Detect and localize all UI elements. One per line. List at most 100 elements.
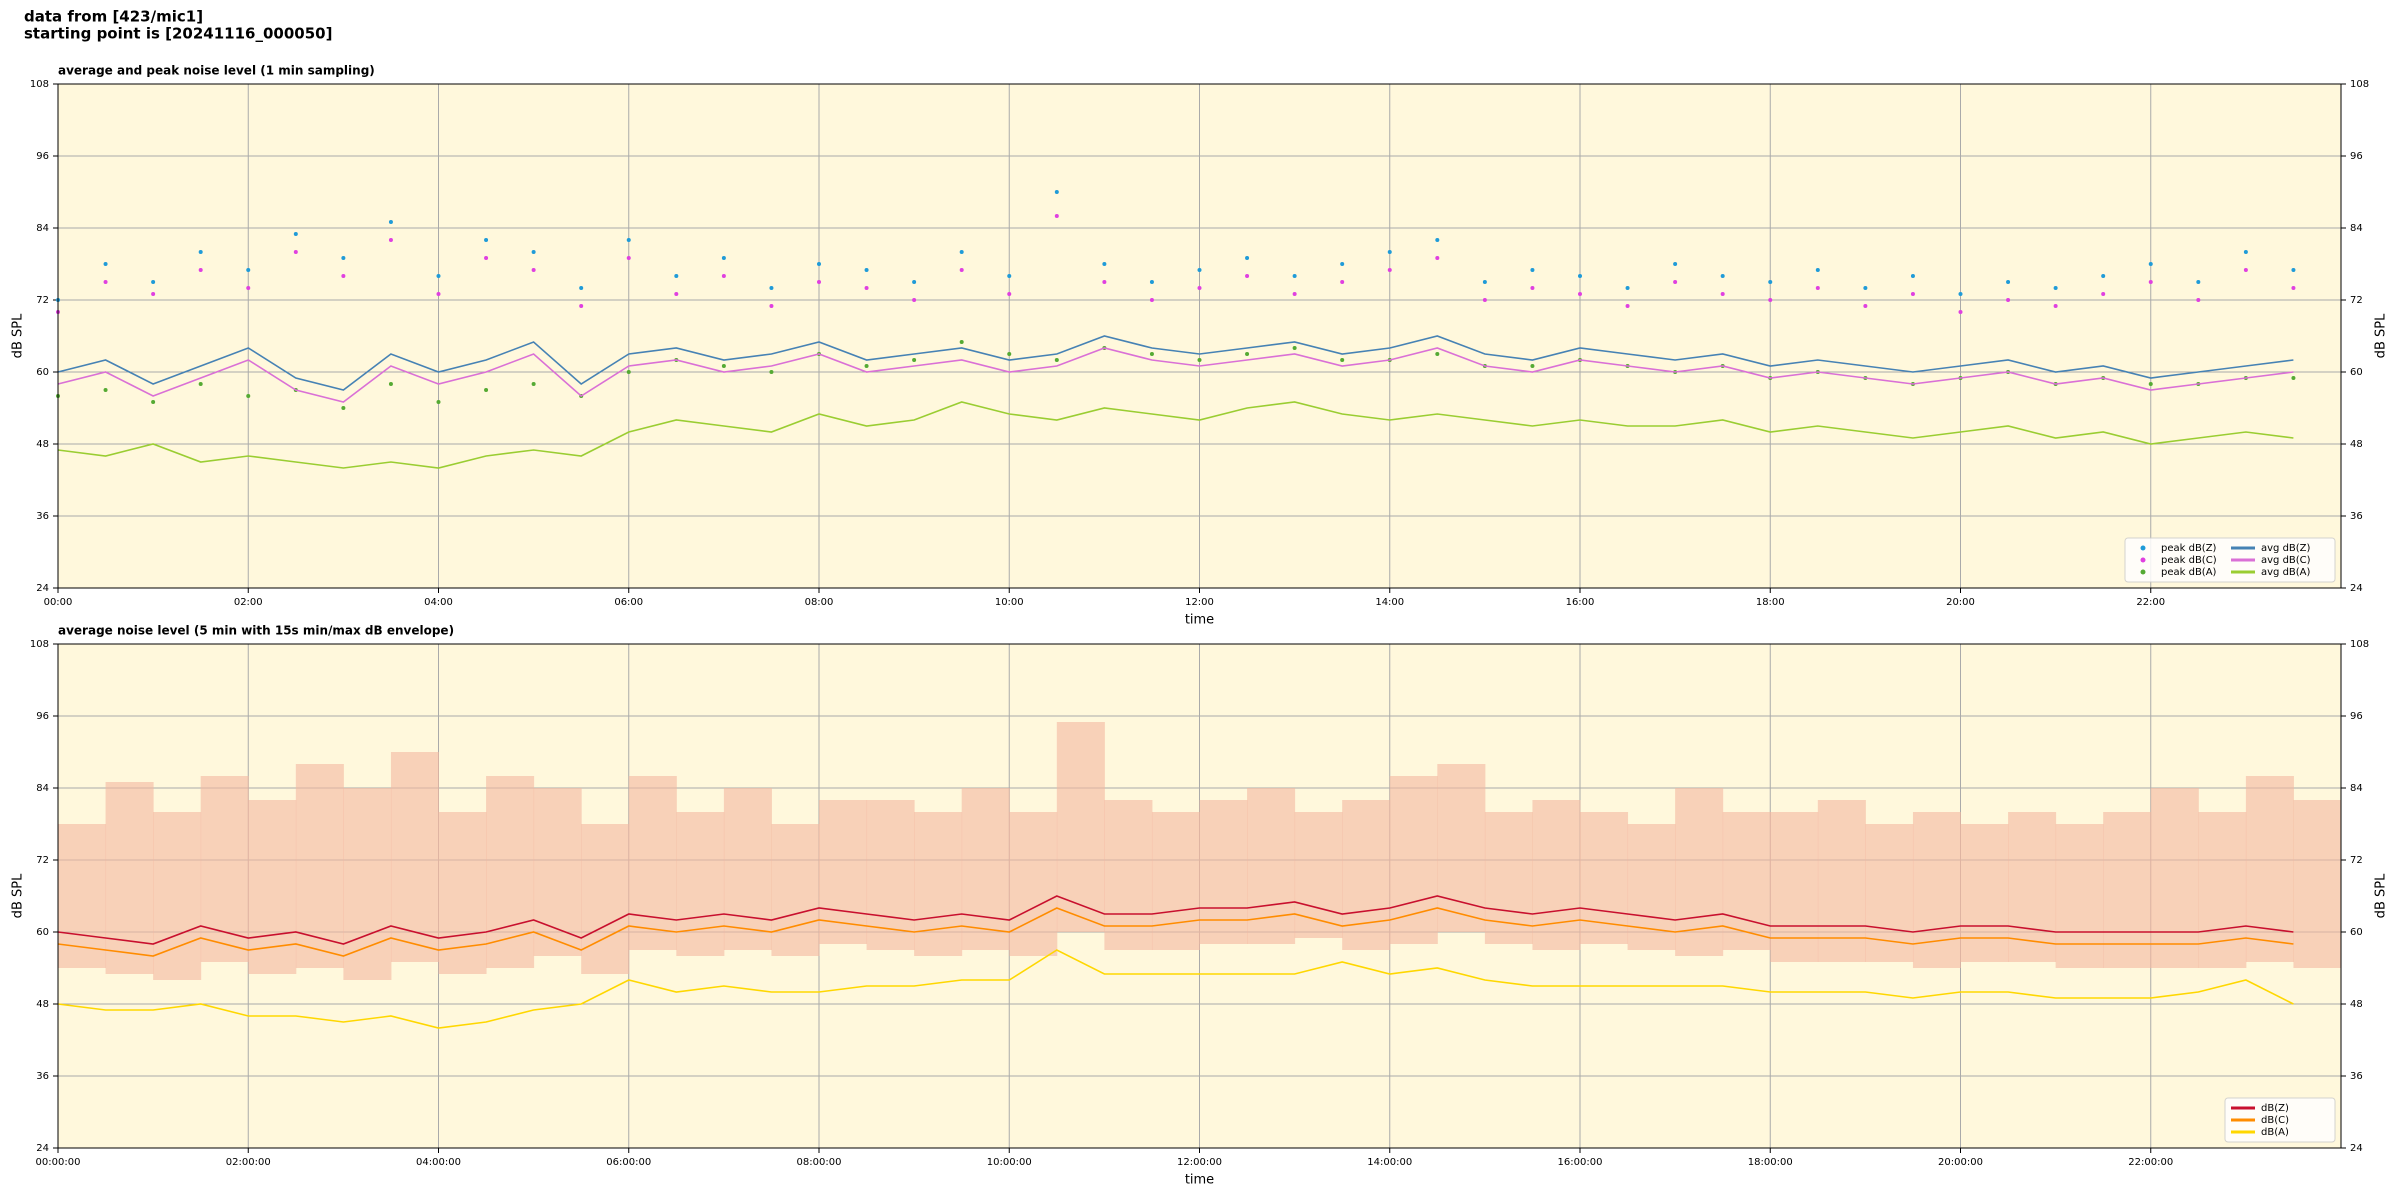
chart-title: average noise level (5 min with 15s min/… (58, 624, 454, 638)
peak-point (2053, 286, 2058, 290)
peak-point (103, 262, 108, 266)
peak-point (1007, 352, 1012, 356)
peak-point (1435, 238, 1440, 242)
x-tick-label: 14:00 (1375, 597, 1404, 608)
peak-point (436, 400, 441, 404)
x-axis-label: time (1185, 1173, 1214, 1188)
peak-point (1530, 286, 1535, 290)
peak-point (1673, 262, 1678, 266)
legend-label: avg dB(A) (2261, 567, 2311, 578)
legend-marker (2140, 557, 2146, 563)
x-tick-label: 20:00:00 (1938, 1157, 1983, 1168)
peak-point (2291, 268, 2296, 272)
peak-point (1768, 280, 1773, 284)
peak-point (2291, 376, 2296, 380)
y-tick-label: 72 (36, 295, 49, 306)
plot-frame (57, 643, 2342, 1149)
peak-point (1625, 304, 1630, 308)
envelope-band (1817, 800, 1866, 962)
legend-label: avg dB(C) (2261, 555, 2311, 566)
envelope-band (486, 776, 535, 968)
envelope-band (58, 824, 107, 968)
x-tick-label: 20:00 (1946, 597, 1975, 608)
y-tick-label: 24 (2350, 1143, 2363, 1154)
envelope-band (866, 800, 915, 950)
legend-label: avg dB(Z) (2261, 543, 2311, 554)
peak-point (1007, 292, 1012, 296)
envelope-band (533, 788, 582, 956)
peak-point (1578, 274, 1582, 278)
peak-point (246, 268, 251, 272)
y-tick-label: 108 (30, 79, 49, 90)
envelope-band (1580, 812, 1629, 944)
x-tick-label: 18:00 (1756, 597, 1785, 608)
peak-point (1435, 256, 1440, 260)
peak-point (1387, 250, 1392, 254)
peak-point (769, 370, 774, 374)
peak-point (436, 292, 441, 296)
series-line (57, 347, 2294, 403)
envelope-band (1389, 776, 1438, 944)
x-tick-label: 16:00:00 (1558, 1157, 1603, 1168)
peak-point (817, 280, 821, 284)
peak-point (388, 382, 393, 386)
peak-point (151, 292, 156, 296)
peak-point (1910, 274, 1915, 278)
envelope-band (1912, 812, 1961, 968)
peak-point (959, 340, 964, 344)
legend-marker (2140, 545, 2146, 551)
envelope-band (2293, 800, 2342, 968)
envelope-band (1437, 764, 1486, 932)
envelope-band (1342, 800, 1391, 950)
peak-point (1815, 286, 1820, 290)
peak-point (341, 256, 346, 260)
peak-point (1958, 310, 1963, 314)
y-tick-label: 48 (36, 999, 49, 1010)
legend-label: dB(A) (2261, 1127, 2289, 1138)
peak-point (1720, 292, 1725, 296)
x-tick-label: 04:00 (424, 597, 453, 608)
legend-label: dB(Z) (2261, 1103, 2289, 1114)
peak-point (1149, 298, 1154, 302)
peak-point (2101, 274, 2106, 278)
envelope-band (2103, 812, 2152, 968)
x-tick-label: 10:00:00 (987, 1157, 1032, 1168)
legend-label: peak dB(A) (2161, 567, 2217, 578)
y-tick-label: 72 (2350, 855, 2363, 866)
envelope-band (2008, 812, 2057, 962)
peak-point (293, 250, 298, 254)
peak-point (1673, 280, 1678, 284)
peak-point (721, 256, 726, 260)
x-tick-label: 02:00 (234, 597, 263, 608)
peak-point (1149, 280, 1154, 284)
peak-point (484, 388, 489, 392)
peak-point (1007, 274, 1012, 278)
x-tick-label: 14:00:00 (1367, 1157, 1412, 1168)
envelope-band (1960, 824, 2009, 962)
peak-point (341, 406, 346, 410)
header-line: data from [423/mic1] (24, 8, 203, 26)
envelope-band (1294, 812, 1343, 938)
x-tick-label: 22:00:00 (2128, 1157, 2173, 1168)
series-line (57, 949, 2294, 1029)
peak-point (1245, 352, 1250, 356)
peak-point (626, 238, 631, 242)
peak-point (1054, 214, 1059, 218)
envelope-band (390, 752, 439, 962)
peak-point (579, 286, 584, 290)
header-line: starting point is [20241116_000050] (24, 25, 332, 43)
peak-point (721, 364, 726, 368)
x-tick-label: 06:00:00 (606, 1157, 651, 1168)
peak-point (103, 280, 108, 284)
peak-point (2196, 298, 2201, 302)
x-tick-label: 08:00 (805, 597, 834, 608)
y-tick-label: 72 (36, 855, 49, 866)
envelope-band (676, 812, 725, 956)
y-tick-label: 84 (2350, 783, 2363, 794)
envelope-band (2055, 824, 2104, 968)
x-tick-label: 12:00:00 (1177, 1157, 1222, 1168)
peak-point (1720, 274, 1725, 278)
peak-point (1482, 298, 1487, 302)
peak-point (1245, 274, 1250, 278)
